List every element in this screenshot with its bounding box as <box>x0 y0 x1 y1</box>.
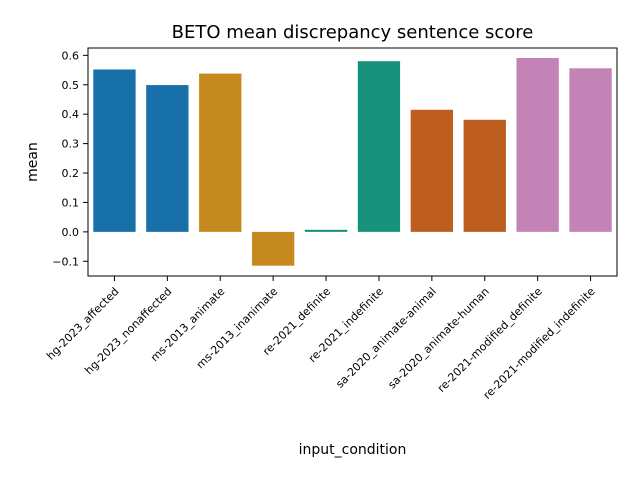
bar-re-2021-modified_indefinite <box>569 68 612 232</box>
y-tick-label: 0.1 <box>62 196 80 209</box>
plot-area: −0.10.00.10.20.30.40.50.6hg-2023_affecte… <box>44 49 612 402</box>
x-axis-label: input_condition <box>299 442 407 458</box>
bar-hg-2023_nonaffected <box>146 85 189 232</box>
x-tick-label: re-2021-modified_indefinite <box>481 285 598 402</box>
x-tick-label: sa-2020_animate-human <box>385 285 491 391</box>
bar-sa-2020_animate-human <box>463 119 506 232</box>
plot-frame <box>87 47 618 277</box>
bar-re-2021-modified_definite <box>516 58 559 232</box>
y-tick-label: 0.4 <box>62 108 80 121</box>
y-tick-label: 0.3 <box>62 138 80 151</box>
bar-re-2021_indefinite <box>357 61 401 232</box>
chart-title: BETO mean discrepancy sentence score <box>172 22 534 43</box>
y-tick-label: 0.2 <box>62 167 80 180</box>
bar-ms-2013_inanimate <box>251 231 295 266</box>
bar-ms-2013_animate <box>199 73 242 232</box>
bar-hg-2023_affected <box>93 69 136 232</box>
bar-sa-2020_animate-animal <box>410 109 454 232</box>
y-axis-label: mean <box>25 142 41 182</box>
x-tick-label: re-2021-modified_definite <box>435 285 545 395</box>
y-tick-label: −0.1 <box>52 255 79 268</box>
x-tick-label: hg-2023_nonaffected <box>82 285 174 377</box>
y-tick-label: 0.6 <box>62 49 80 62</box>
y-tick-label: 0.5 <box>62 79 80 92</box>
bar-re-2021_definite <box>304 229 348 232</box>
y-tick-label: 0.0 <box>62 226 80 239</box>
x-tick-label: sa-2020_animate-animal <box>333 285 439 391</box>
